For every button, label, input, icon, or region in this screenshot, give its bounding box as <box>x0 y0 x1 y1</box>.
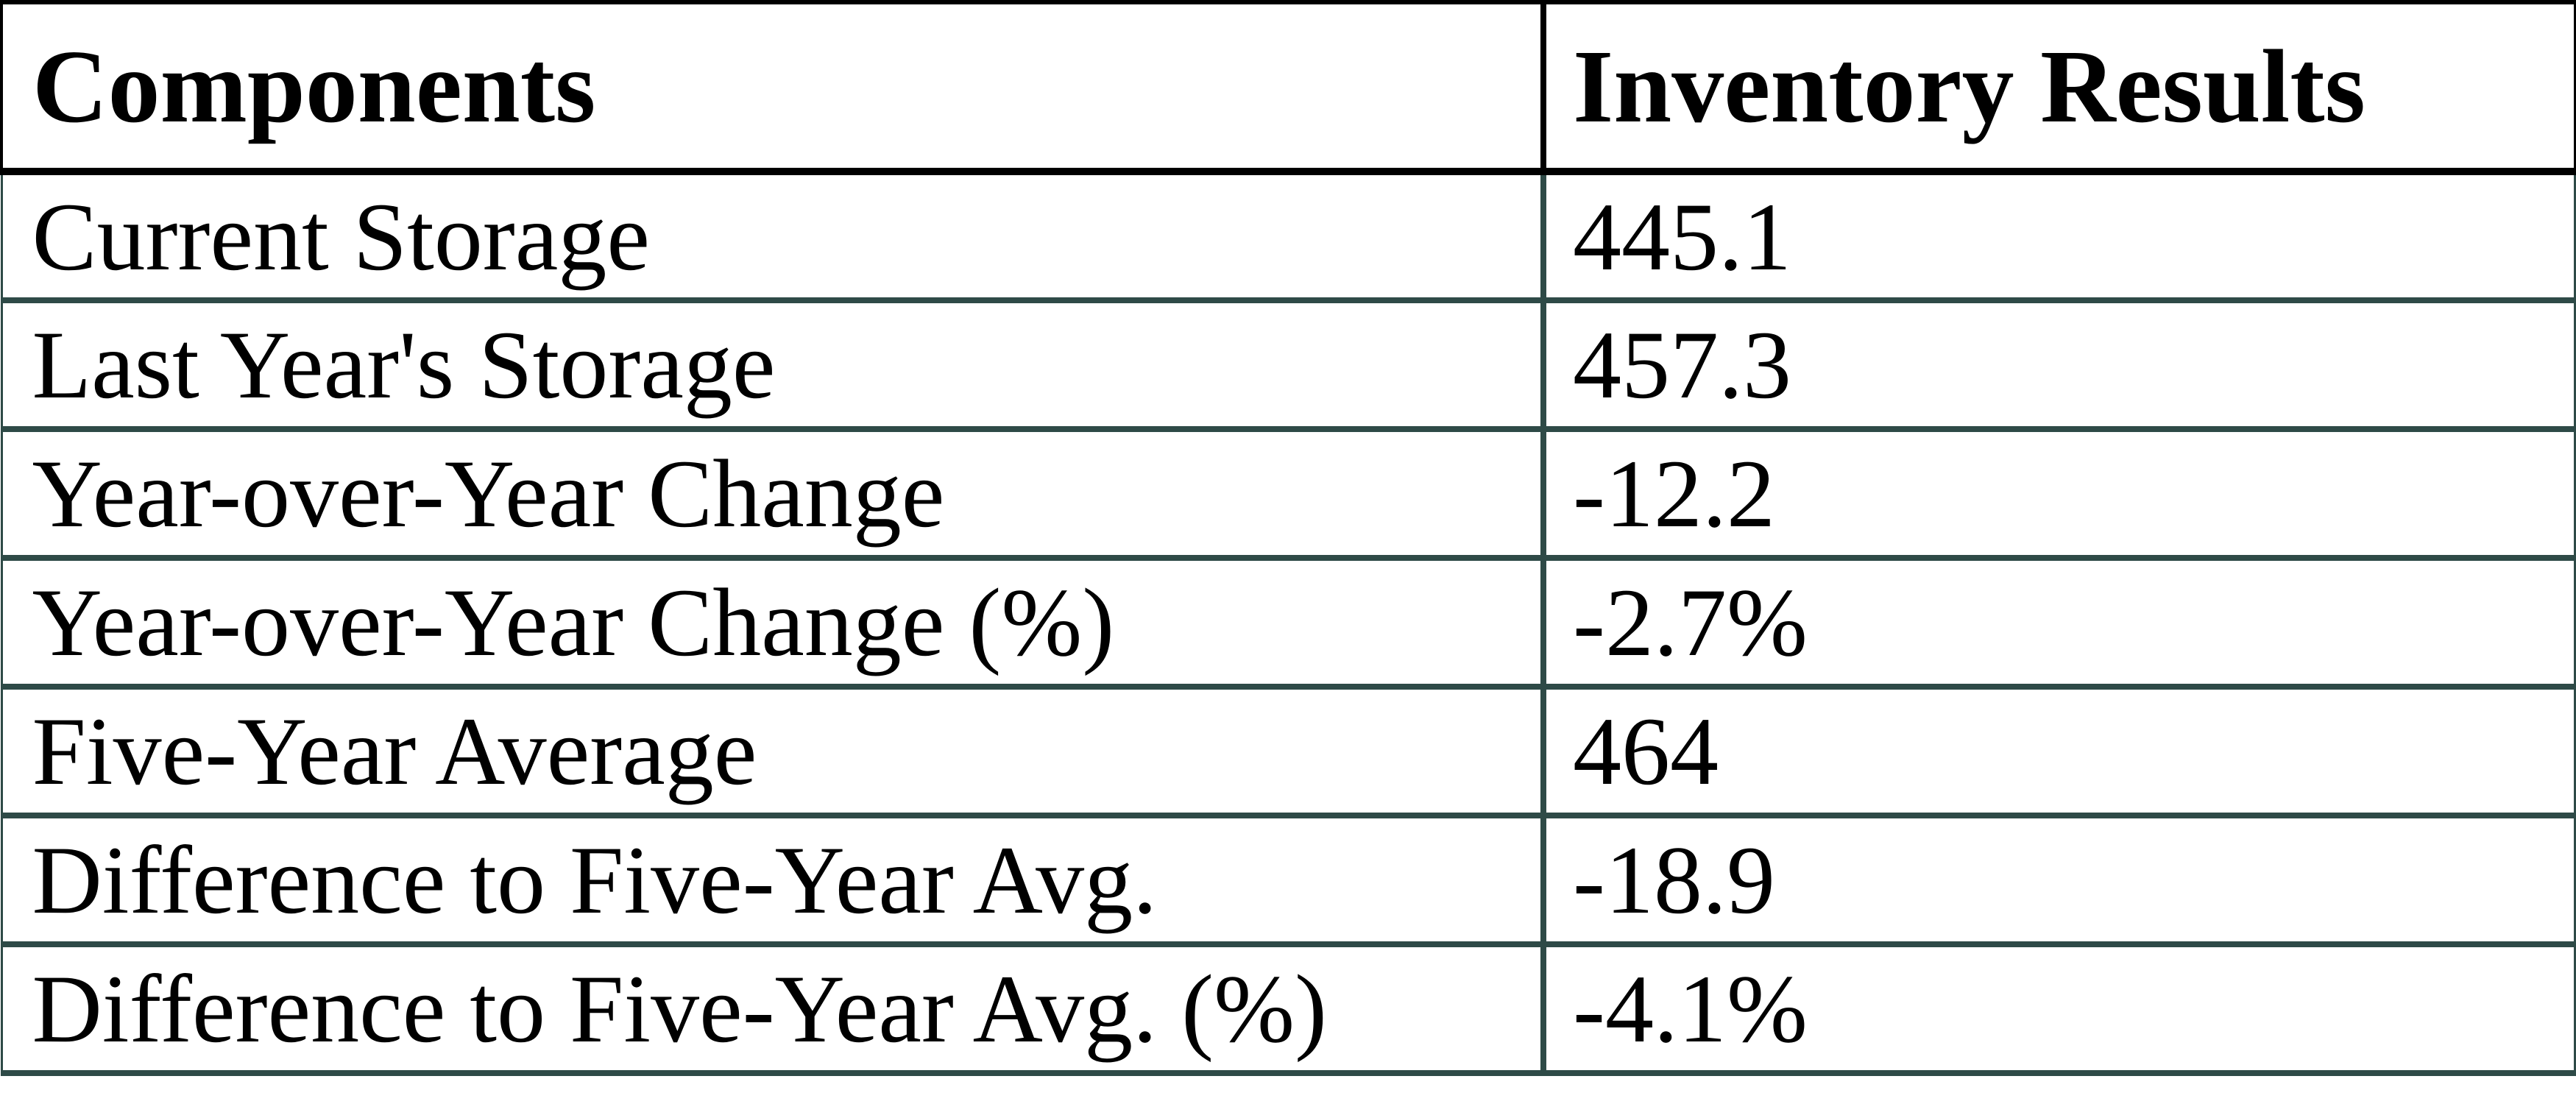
result-value: -2.7% <box>1540 555 2576 690</box>
result-value: 457.3 <box>1540 297 2576 432</box>
table-row: Five-Year Average 464 <box>0 684 2576 818</box>
result-value: -18.9 <box>1540 813 2576 947</box>
result-value: 445.1 <box>1540 169 2576 303</box>
component-label: Year-over-Year Change (%) <box>0 555 1546 690</box>
component-label: Year-over-Year Change <box>0 426 1546 561</box>
column-header-inventory-results: Inventory Results <box>1540 0 2576 175</box>
result-value: 464 <box>1540 684 2576 818</box>
component-label: Difference to Five-Year Avg. <box>0 813 1546 947</box>
table-row: Last Year's Storage 457.3 <box>0 297 2576 432</box>
component-label: Current Storage <box>0 169 1546 303</box>
table-row: Difference to Five-Year Avg. -18.9 <box>0 813 2576 947</box>
component-label: Last Year's Storage <box>0 297 1546 432</box>
table-row: Year-over-Year Change -12.2 <box>0 426 2576 561</box>
component-label: Five-Year Average <box>0 684 1546 818</box>
column-header-components: Components <box>0 0 1546 175</box>
table-row: Year-over-Year Change (%) -2.7% <box>0 555 2576 690</box>
result-value: -12.2 <box>1540 426 2576 561</box>
table-header-row: Components Inventory Results <box>0 0 2576 175</box>
component-label: Difference to Five-Year Avg. (%) <box>0 941 1546 1076</box>
result-value: -4.1% <box>1540 941 2576 1076</box>
table-row: Current Storage 445.1 <box>0 169 2576 303</box>
table-row: Difference to Five-Year Avg. (%) -4.1% <box>0 941 2576 1076</box>
inventory-results-table: Components Inventory Results Current Sto… <box>0 0 2576 1076</box>
